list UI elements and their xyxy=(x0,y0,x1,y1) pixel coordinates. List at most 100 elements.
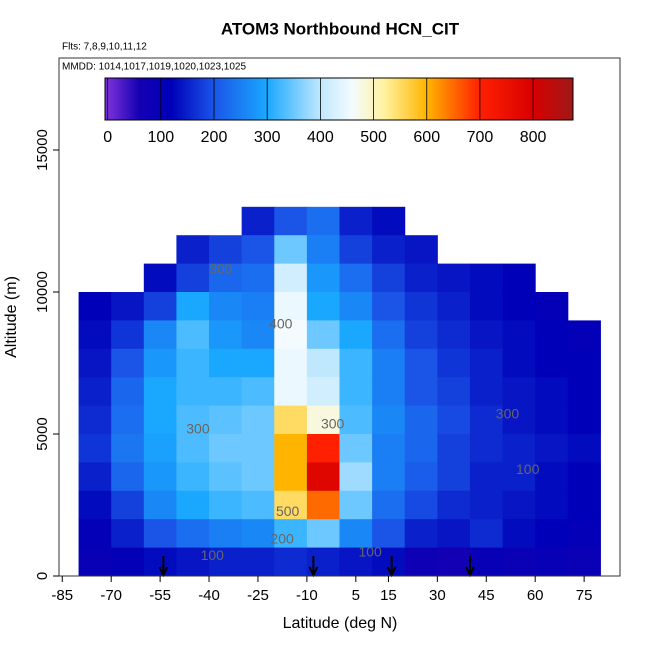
heat-cell xyxy=(437,377,471,407)
heat-cell xyxy=(176,263,210,293)
contour-label: 200 xyxy=(270,531,294,547)
heat-cell xyxy=(176,490,210,520)
y-tick-label: 5000 xyxy=(34,417,51,450)
y-axis-label: Altitude (m) xyxy=(3,276,20,358)
heat-cell xyxy=(469,519,504,549)
heat-cell xyxy=(111,519,145,549)
heat-cell xyxy=(567,320,601,350)
contour-label: 300 xyxy=(186,421,210,437)
heat-cell xyxy=(372,348,406,378)
heat-cell xyxy=(502,490,536,520)
colorbar-tick-label: 200 xyxy=(201,129,228,146)
x-tick-label: 5 xyxy=(352,587,360,604)
heat-cell xyxy=(372,263,406,293)
heat-cell xyxy=(241,462,275,492)
heat-cell xyxy=(502,547,536,577)
heat-cell xyxy=(241,377,275,407)
subtitle: Flts: 7,8,9,10,11,12 xyxy=(62,42,147,53)
x-tick-label: -25 xyxy=(247,587,269,604)
heat-cell xyxy=(372,292,406,321)
heat-cell xyxy=(78,547,112,577)
heat-cell xyxy=(209,263,243,293)
heat-cell xyxy=(306,235,340,265)
contour-label: 300 xyxy=(496,406,520,422)
heat-cell xyxy=(535,547,569,577)
heat-cell xyxy=(567,405,601,435)
heat-cell xyxy=(241,547,275,577)
heat-cell xyxy=(306,263,340,293)
heat-cell xyxy=(274,377,308,407)
heat-cell xyxy=(176,519,210,549)
heat-cell xyxy=(469,320,504,350)
heat-cell xyxy=(339,320,373,350)
heat-cell xyxy=(209,547,243,577)
heat-cell xyxy=(437,320,471,350)
heat-cell xyxy=(143,377,177,407)
heat-cell xyxy=(535,405,569,435)
heat-cell xyxy=(209,235,243,265)
heat-cell xyxy=(143,519,177,549)
heat-cell xyxy=(306,377,340,407)
heat-cell xyxy=(567,434,601,463)
heat-cell xyxy=(339,434,373,463)
heat-cell xyxy=(567,462,601,492)
heat-cell xyxy=(567,348,601,378)
heat-cell xyxy=(274,320,308,350)
heat-cell xyxy=(404,235,438,265)
heat-cell xyxy=(404,490,438,520)
heat-cell xyxy=(306,206,340,236)
contour-label: 500 xyxy=(276,503,300,519)
heat-cell xyxy=(78,348,112,378)
heat-cell xyxy=(111,292,145,321)
heat-cell xyxy=(404,434,438,463)
x-tick-label: -85 xyxy=(51,587,73,604)
heat-cell xyxy=(143,490,177,520)
heat-cell xyxy=(176,547,210,577)
heat-cell xyxy=(143,462,177,492)
heat-cell xyxy=(339,348,373,378)
heat-cell xyxy=(437,462,471,492)
heat-cell xyxy=(372,434,406,463)
x-tick-label: -70 xyxy=(100,587,122,604)
heat-cell xyxy=(469,547,504,577)
heat-cell xyxy=(469,405,504,435)
flight-marker xyxy=(386,556,397,578)
heat-cell xyxy=(535,462,569,492)
heat-cell xyxy=(306,292,340,321)
heat-cell xyxy=(78,462,112,492)
heat-cell xyxy=(209,292,243,321)
heat-cell xyxy=(274,490,308,520)
heat-cell xyxy=(209,519,243,549)
heat-cell xyxy=(306,320,340,350)
heat-cell xyxy=(143,292,177,321)
heat-cell xyxy=(372,206,406,236)
heat-cell xyxy=(176,462,210,492)
heat-cell xyxy=(274,462,308,492)
heat-cell xyxy=(437,490,471,520)
colorbar xyxy=(104,77,574,121)
heat-cell xyxy=(567,377,601,407)
contour-label: 100 xyxy=(358,544,382,560)
heat-cell xyxy=(535,292,569,321)
colorbar-tick-label: 500 xyxy=(360,129,387,146)
flight-marker xyxy=(308,556,319,578)
heat-cell xyxy=(78,320,112,350)
contour-label: 300 xyxy=(321,416,345,432)
contour-label: 300 xyxy=(209,261,233,277)
heat-cell xyxy=(437,348,471,378)
heat-cell xyxy=(241,434,275,463)
heat-cell xyxy=(241,405,275,435)
heat-cell xyxy=(176,235,210,265)
heat-cell xyxy=(111,377,145,407)
x-tick-label: 60 xyxy=(527,587,544,604)
heat-cell xyxy=(404,405,438,435)
heat-cell xyxy=(209,490,243,520)
heat-cell xyxy=(502,405,536,435)
heat-cell xyxy=(143,405,177,435)
x-axis-label: Latitude (deg N) xyxy=(283,615,398,632)
heat-cell xyxy=(176,377,210,407)
colorbar-tick-label: 600 xyxy=(413,129,440,146)
heat-cell xyxy=(241,235,275,265)
heat-cell xyxy=(469,490,504,520)
heat-cell xyxy=(111,547,145,577)
